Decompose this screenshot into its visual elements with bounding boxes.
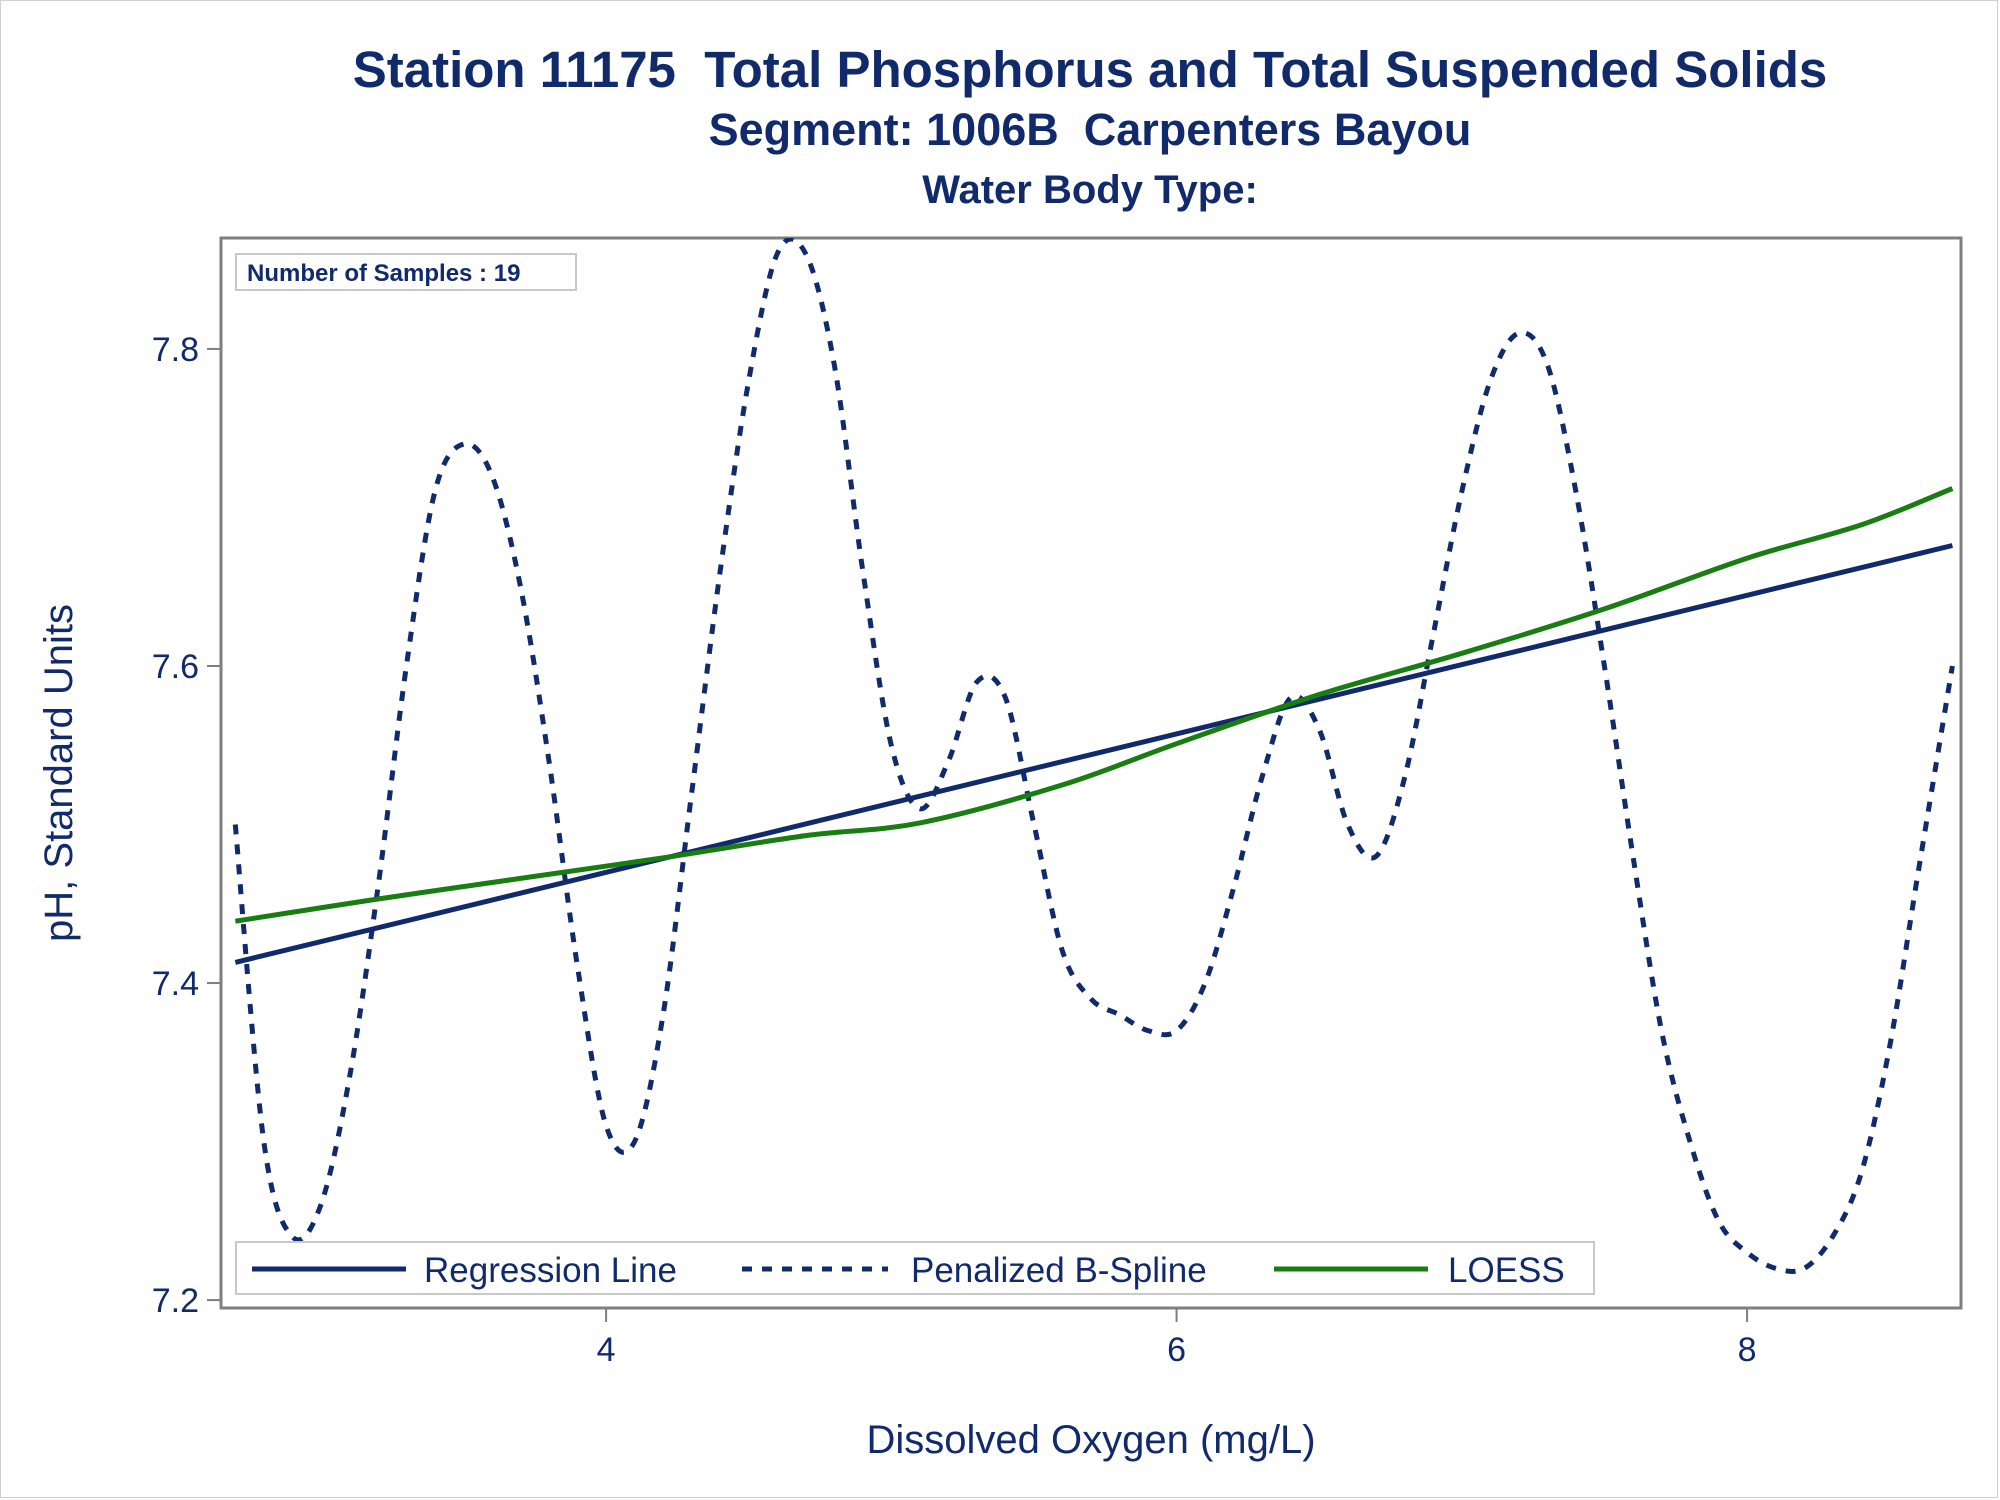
legend: Regression Line Penalized B-Spline LOESS	[235, 1241, 1595, 1295]
x-tick-label: 8	[1738, 1331, 1757, 1369]
x-tick-label: 6	[1167, 1331, 1186, 1369]
y-tick-label: 7.6	[152, 648, 199, 686]
y-tick-label: 7.4	[152, 965, 199, 1003]
chart-title: Station 11175 Total Phosphorus and Total…	[352, 41, 1828, 98]
x-axis-label: Dissolved Oxygen (mg/L)	[866, 1418, 1315, 1462]
chart-subtitle-segment: Segment: 1006B Carpenters Bayou	[708, 104, 1472, 155]
y-axis: 7.2 7.4 7.6 7.8	[152, 331, 221, 1320]
series-layer	[232, 238, 1955, 1274]
loess-line	[234, 486, 1954, 924]
x-axis: 4 6 8	[597, 1308, 1757, 1369]
penalized-b-spline-line	[232, 238, 1955, 1274]
y-tick-label: 7.2	[152, 1282, 199, 1320]
regression-line	[234, 543, 1953, 965]
sample-count-inset: Number of Samples : 19	[235, 253, 577, 291]
legend-label-spline: Penalized B-Spline	[911, 1251, 1207, 1290]
y-tick-label: 7.8	[152, 331, 199, 369]
legend-label-regression: Regression Line	[424, 1251, 677, 1290]
y-axis-label: pH, Standard Units	[37, 604, 81, 942]
sample-count-text: Number of Samples : 19	[247, 260, 520, 287]
x-tick-label: 4	[597, 1331, 616, 1369]
chart-subtitle-water-body: Water Body Type:	[922, 168, 1258, 212]
legend-label-loess: LOESS	[1448, 1251, 1565, 1290]
